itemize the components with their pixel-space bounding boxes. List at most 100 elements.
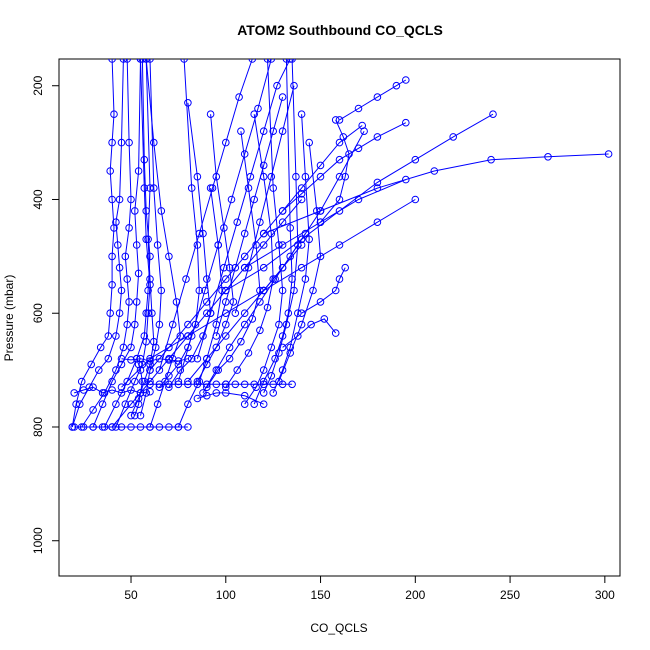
data-point [117, 389, 126, 397]
data-point [117, 286, 126, 295]
data-point [294, 332, 302, 340]
data-point [180, 59, 188, 63]
data-point [297, 110, 306, 118]
data-point [286, 343, 295, 352]
data-point [254, 104, 262, 113]
data-point [142, 59, 150, 63]
data-point [307, 320, 315, 329]
data-point [222, 380, 230, 389]
data-point [150, 138, 158, 147]
data-point [203, 360, 211, 369]
x-axis-label: CO_QCLS [310, 621, 367, 635]
data-point [115, 263, 124, 272]
data-point [316, 161, 325, 170]
data-point [259, 400, 268, 409]
data-point [165, 380, 173, 389]
series-line [244, 59, 284, 405]
series-line [272, 114, 310, 394]
data-point [106, 167, 114, 175]
y-axis: 200 400 600 800 1000 [31, 75, 59, 554]
data-point [127, 400, 135, 409]
data-point [354, 104, 363, 113]
data-point [225, 263, 234, 272]
series-line [215, 96, 284, 337]
data-point [117, 138, 126, 147]
data-point [206, 309, 215, 318]
data-point [121, 400, 130, 409]
data-point [263, 303, 272, 312]
data-point [278, 218, 287, 226]
series-line [92, 59, 141, 428]
y-tick-label: 200 [31, 75, 45, 95]
data-point [201, 286, 209, 295]
series-line [158, 59, 253, 371]
data-point [155, 380, 164, 389]
data-point [131, 411, 139, 420]
data-point [345, 150, 353, 158]
data-point [79, 386, 88, 394]
series-44 [193, 389, 268, 409]
data-point [335, 241, 344, 249]
data-point [150, 184, 158, 192]
data-point [112, 366, 120, 374]
data-point [259, 366, 268, 374]
data-point [142, 337, 150, 346]
data-point [331, 329, 340, 337]
data-point [331, 116, 340, 124]
data-point [193, 394, 202, 403]
series-line [206, 131, 261, 388]
data-point [119, 59, 128, 63]
data-point [259, 241, 268, 249]
data-point [108, 281, 116, 289]
data-point [184, 380, 192, 389]
series-32 [184, 241, 306, 386]
data-point [240, 400, 249, 409]
data-point [146, 387, 154, 396]
data-point [341, 263, 350, 272]
series-13 [203, 127, 264, 392]
data-point [125, 298, 133, 306]
series-line [301, 267, 346, 314]
data-point [119, 343, 128, 352]
data-point [165, 356, 173, 364]
data-point [225, 354, 234, 363]
series-18 [269, 110, 314, 397]
data-point [144, 235, 152, 244]
data-point [305, 138, 314, 147]
series-0 [68, 59, 118, 431]
series-26 [278, 315, 340, 352]
series-line [177, 188, 223, 428]
data-point [151, 343, 160, 352]
data-point [212, 366, 221, 374]
data-point [278, 207, 287, 215]
series-line [145, 59, 181, 428]
data-point [335, 172, 344, 181]
data-point [146, 252, 154, 261]
y-axis-label: Pressure (mbar) [2, 275, 16, 362]
series-3 [89, 59, 145, 431]
data-point [184, 354, 192, 363]
series-line [71, 59, 115, 428]
data-point [212, 380, 221, 389]
data-point [297, 309, 306, 318]
series-line [177, 59, 272, 382]
data-point [316, 252, 325, 261]
data-point [76, 400, 84, 409]
data-point [231, 380, 240, 389]
data-point [193, 380, 202, 389]
series-42 [146, 380, 230, 389]
data-point [184, 320, 192, 329]
data-point [193, 354, 202, 363]
data-point [259, 389, 268, 397]
series-25 [297, 263, 350, 318]
data-point [316, 172, 325, 181]
data-point [132, 354, 141, 363]
data-point [269, 389, 278, 397]
data-point [225, 343, 234, 352]
data-point [256, 298, 264, 306]
data-point [134, 269, 143, 278]
data-point [165, 423, 173, 431]
data-point [138, 59, 147, 63]
series-line [196, 59, 291, 359]
data-point [373, 218, 382, 226]
